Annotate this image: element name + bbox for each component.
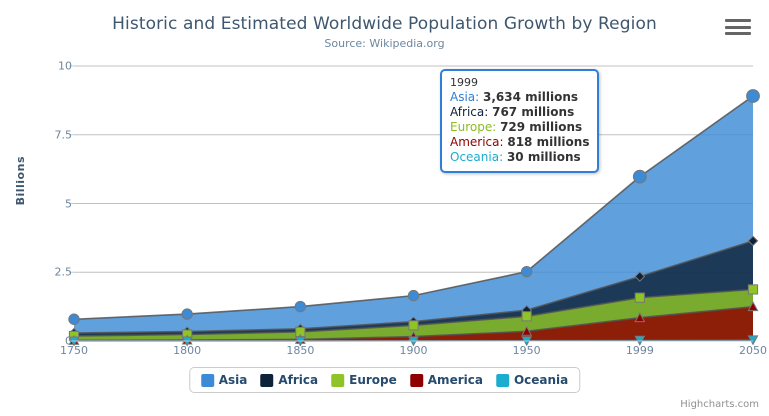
legend-item-label: Oceania (513, 373, 569, 387)
tooltip-row-america: America: 818 millions (450, 135, 589, 150)
legend-item-europe[interactable]: Europe (331, 373, 397, 387)
legend-item-oceania[interactable]: Oceania (495, 373, 569, 387)
data-point-asia-highlighted[interactable] (746, 89, 760, 103)
data-point-asia[interactable] (68, 313, 80, 325)
data-point-europe[interactable] (408, 320, 419, 331)
legend-item-label: America (427, 373, 483, 387)
tooltip-series-name: America: (450, 135, 508, 149)
data-point-america[interactable] (747, 301, 759, 312)
tooltip-header: 1999 (450, 76, 478, 89)
area-asia[interactable] (74, 96, 753, 341)
hamburger-bar (725, 25, 751, 29)
legend-swatch-icon (331, 373, 345, 387)
tooltip-series-name: Europe: (450, 120, 501, 134)
tooltip-row-oceania: Oceania: 30 millions (450, 150, 589, 165)
tooltip-row-asia: Asia: 3,634 millions (450, 90, 589, 105)
chart-title: Historic and Estimated Worldwide Populat… (112, 14, 657, 34)
chart-subtitle: Source: Wikipedia.org (324, 37, 445, 50)
area-america[interactable] (74, 306, 753, 341)
x-axis-tick-label: 1999 (625, 344, 654, 357)
chart-legend: Asia Africa Europe America Oceania (188, 367, 581, 393)
x-axis-tick-label: 1900 (399, 344, 428, 357)
hamburger-bar (725, 19, 751, 22)
legend-item-label: Europe (349, 373, 397, 387)
hamburger-bar (725, 32, 751, 35)
x-axis-tick-label: 1750 (60, 344, 88, 357)
x-axis-tick-label: 1950 (512, 344, 541, 357)
data-point-america[interactable] (521, 325, 533, 336)
data-point-america[interactable] (634, 312, 646, 323)
legend-item-label: Asia (218, 373, 248, 387)
y-axis-tick-label: 5 (65, 197, 72, 210)
x-axis-tick-label: 2050 (739, 344, 767, 357)
credits-label[interactable]: Highcharts.com (680, 399, 759, 410)
legend-item-africa[interactable]: Africa (260, 373, 318, 387)
tooltip-series-value: 729 millions (500, 120, 583, 134)
legend-swatch-icon (409, 373, 423, 387)
tooltip-series-value: 818 millions (507, 135, 590, 149)
chart-tooltip: 1999 Asia: 3,634 millions Africa: 767 mil… (440, 69, 600, 173)
data-point-europe[interactable] (747, 284, 759, 295)
data-point-europe[interactable] (521, 311, 532, 322)
tooltip-series-value: 767 millions (492, 105, 575, 119)
y-axis-tick-label: 7.5 (54, 128, 73, 142)
y-axis-tick-label: 2.5 (54, 265, 73, 279)
legend-swatch-icon (495, 373, 509, 387)
tooltip-series-name: Oceania: (450, 150, 507, 164)
legend-swatch-icon (200, 373, 214, 387)
data-point-asia[interactable] (407, 289, 420, 302)
data-point-africa[interactable] (747, 235, 759, 247)
data-point-asia[interactable] (520, 265, 533, 278)
tooltip-series-value: 3,634 millions (483, 90, 579, 104)
tooltip-row-africa: Africa: 767 millions (450, 105, 589, 120)
tooltip-series-name: Africa: (450, 105, 493, 119)
data-point-europe[interactable] (634, 292, 645, 303)
data-point-asia[interactable] (181, 308, 193, 320)
y-axis-tick-label: 10 (58, 59, 72, 73)
data-point-asia[interactable] (294, 300, 307, 313)
hamburger-menu-icon[interactable] (725, 16, 751, 38)
tooltip-row-europe: Europe: 729 millions (450, 120, 589, 135)
data-point-asia-highlighted[interactable] (632, 169, 647, 184)
x-axis-tick-label: 1850 (286, 344, 315, 357)
legend-item-label: Africa (278, 373, 319, 387)
y-axis-labels: 10 7.5 5 2.5 0 (34, 0, 73, 416)
legend-item-america[interactable]: America (409, 373, 483, 387)
tooltip-series-name: Asia: (450, 90, 484, 104)
data-point-oceania[interactable] (747, 335, 759, 346)
legend-item-asia[interactable]: Asia (200, 373, 248, 387)
tooltip-series-value: 30 millions (506, 150, 581, 164)
legend-swatch-icon (260, 373, 274, 387)
y-axis-tick-label: 0 (65, 334, 72, 348)
data-point-africa[interactable] (634, 271, 646, 282)
x-axis-tick-label: 1800 (173, 344, 202, 357)
tooltip-rows: Asia: 3,634 millions Africa: 767 millions… (450, 90, 589, 165)
